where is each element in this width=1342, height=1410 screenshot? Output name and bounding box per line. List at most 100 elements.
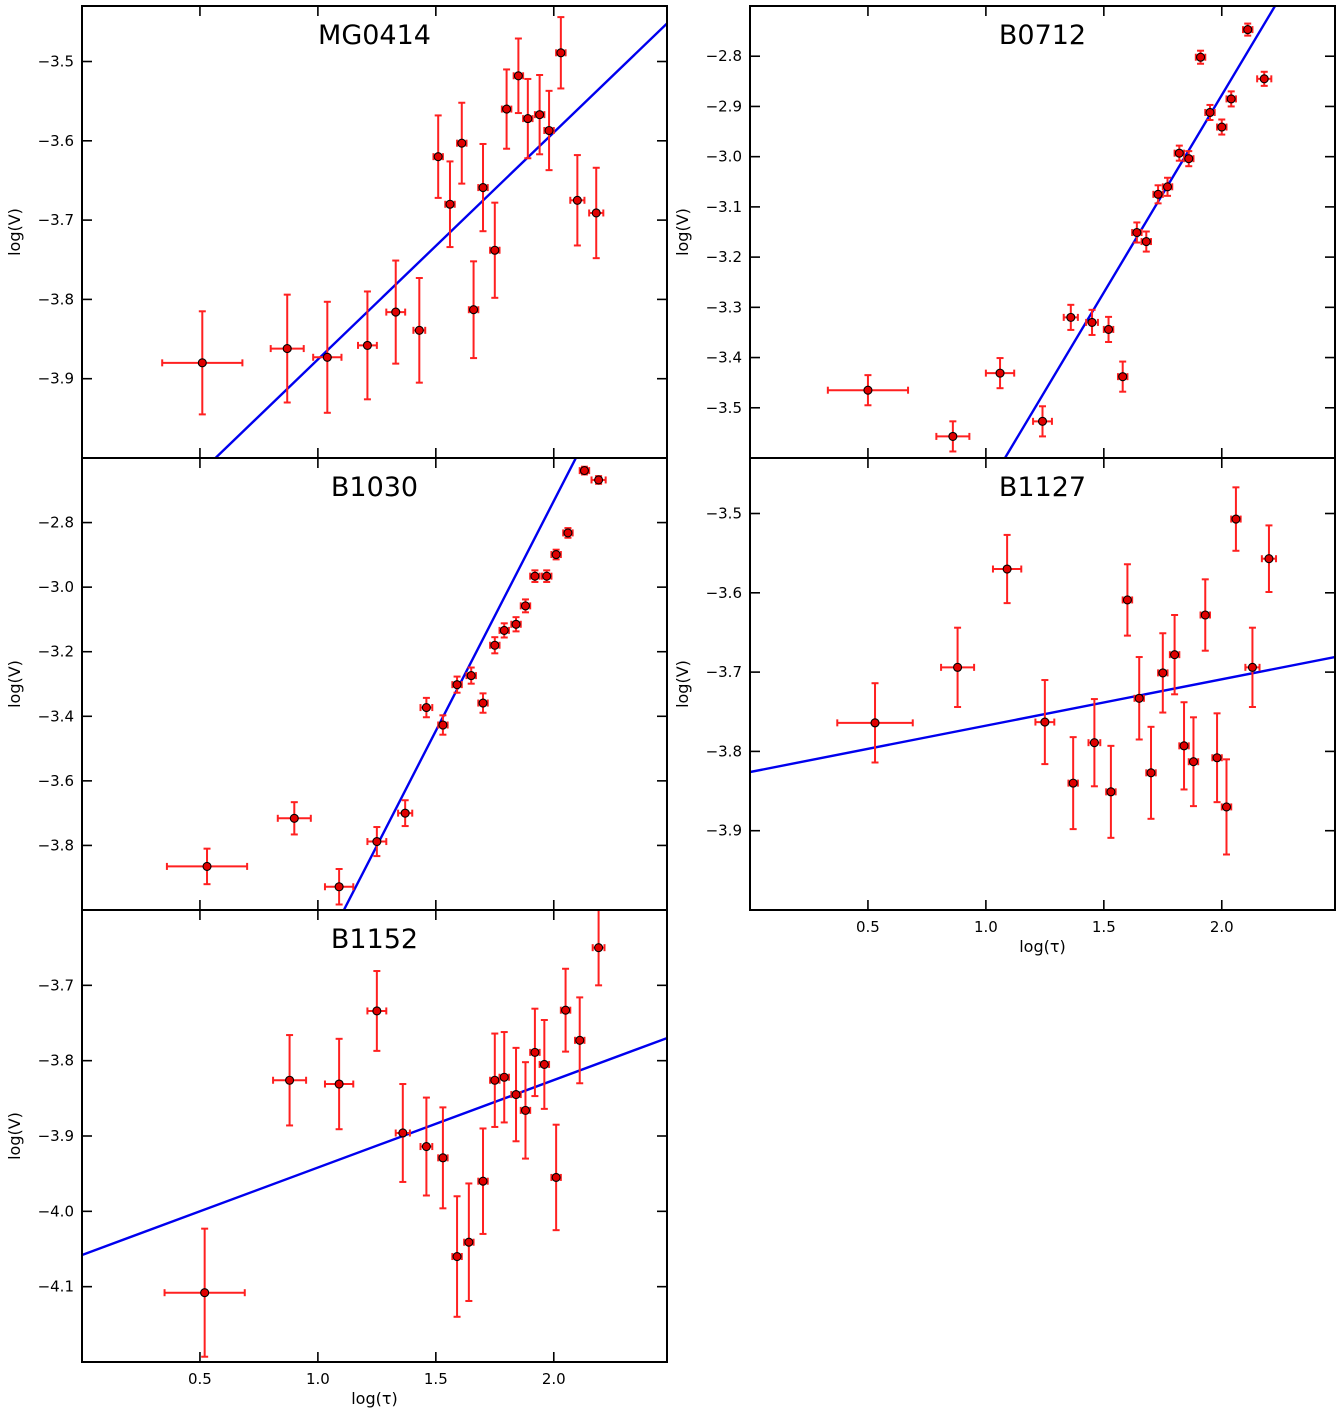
data-point bbox=[863, 385, 873, 395]
data-point bbox=[1170, 650, 1180, 660]
data-point bbox=[556, 48, 566, 58]
data-point bbox=[594, 475, 604, 485]
data-point bbox=[452, 680, 462, 690]
fit-line bbox=[342, 458, 578, 910]
y-tick-label: −4.1 bbox=[38, 1278, 74, 1296]
x-tick-label: 2.0 bbox=[1210, 918, 1234, 936]
data-point bbox=[391, 307, 401, 317]
y-tick-label: −3.4 bbox=[38, 707, 74, 725]
data-point bbox=[334, 882, 344, 892]
data-point bbox=[478, 1176, 488, 1186]
plot-area bbox=[826, 6, 1277, 458]
y-tick-label: −2.9 bbox=[706, 97, 742, 115]
data-point bbox=[1089, 738, 1099, 748]
data-point bbox=[1247, 662, 1257, 672]
axes-frame bbox=[749, 457, 1336, 911]
data-point bbox=[561, 1005, 571, 1015]
data-point bbox=[1153, 189, 1163, 199]
y-tick-label: −2.8 bbox=[38, 514, 74, 532]
x-axis-label: log(τ) bbox=[351, 1389, 398, 1408]
y-tick-label: −3.0 bbox=[706, 148, 742, 166]
data-point bbox=[334, 1079, 344, 1089]
data-point bbox=[433, 152, 443, 162]
data-point bbox=[591, 208, 601, 218]
data-point bbox=[530, 1047, 540, 1057]
data-point bbox=[285, 1075, 295, 1085]
data-point bbox=[1132, 227, 1142, 238]
data-point bbox=[457, 138, 467, 148]
data-point bbox=[953, 662, 963, 672]
data-point bbox=[1226, 94, 1236, 104]
data-point bbox=[1243, 25, 1253, 35]
y-tick-label: −3.2 bbox=[38, 643, 74, 661]
data-point bbox=[452, 1251, 462, 1262]
data-point bbox=[1259, 74, 1269, 84]
data-point bbox=[322, 352, 332, 362]
plot-area bbox=[165, 458, 607, 910]
data-point bbox=[575, 1035, 585, 1045]
y-tick-label: −4.0 bbox=[38, 1202, 74, 1220]
data-point bbox=[1037, 416, 1048, 426]
data-point bbox=[478, 183, 488, 193]
data-point bbox=[200, 1288, 210, 1298]
data-point bbox=[421, 1141, 431, 1152]
data-point bbox=[362, 340, 372, 350]
data-point bbox=[1158, 668, 1168, 678]
y-tick-label: −3.7 bbox=[38, 976, 74, 994]
data-point bbox=[1179, 741, 1189, 751]
data-point bbox=[511, 619, 521, 629]
data-point bbox=[1040, 717, 1050, 727]
y-tick-label: −3.3 bbox=[706, 298, 742, 316]
data-point bbox=[1264, 554, 1274, 564]
data-point bbox=[1195, 52, 1206, 62]
data-point bbox=[1141, 236, 1151, 247]
plot-area bbox=[82, 910, 667, 1358]
data-point bbox=[513, 71, 523, 81]
y-tick-label: −3.8 bbox=[706, 742, 742, 760]
data-point bbox=[594, 943, 604, 953]
data-point bbox=[551, 549, 561, 560]
plot-area bbox=[750, 486, 1335, 856]
y-tick-label: −3.8 bbox=[38, 836, 74, 854]
data-point bbox=[1103, 324, 1114, 334]
data-point bbox=[870, 718, 880, 728]
data-point bbox=[579, 466, 589, 476]
y-tick-label: −3.9 bbox=[38, 370, 74, 388]
data-point bbox=[421, 703, 431, 713]
plot-area bbox=[161, 16, 667, 458]
x-tick-label: 1.5 bbox=[1092, 918, 1116, 936]
data-point bbox=[551, 1172, 561, 1182]
y-tick-label: −3.7 bbox=[706, 663, 742, 681]
error-bar bbox=[498, 622, 510, 639]
y-tick-label: −3.8 bbox=[38, 1052, 74, 1070]
data-point bbox=[1212, 753, 1222, 763]
data-point bbox=[478, 698, 488, 708]
data-point bbox=[995, 368, 1005, 378]
panel-title: B1152 bbox=[331, 924, 418, 955]
data-point bbox=[490, 640, 500, 650]
data-point bbox=[511, 1090, 521, 1100]
y-tick-label: −3.5 bbox=[38, 53, 74, 71]
fit-line bbox=[1003, 6, 1277, 458]
data-point bbox=[563, 528, 573, 538]
x-tick-label: 0.5 bbox=[188, 1370, 212, 1388]
panel-b1030: −3.8 −3.6 −3.4 −3.2 −3.0 −2.8 B1030 log(V) bbox=[5, 457, 668, 911]
y-tick-label: −3.2 bbox=[706, 248, 742, 266]
y-tick-label: −3.0 bbox=[38, 578, 74, 596]
x-tick-label: 1.5 bbox=[424, 1370, 448, 1388]
data-point bbox=[1200, 610, 1210, 620]
fit-line bbox=[213, 22, 667, 458]
y-tick-label: −3.6 bbox=[38, 132, 74, 150]
data-point bbox=[520, 1105, 531, 1115]
data-point bbox=[438, 720, 448, 730]
x-tick-label: 1.0 bbox=[306, 1370, 330, 1388]
x-axis-label: log(τ) bbox=[1019, 937, 1066, 956]
data-point bbox=[202, 861, 212, 871]
y-axis-label: log(V) bbox=[5, 1112, 24, 1160]
data-point bbox=[542, 571, 552, 581]
data-point bbox=[282, 344, 292, 354]
panel-b1127: 0.5 1.0 1.5 2.0 −3.9 −3.8 −3.7 −3.6 −3.5 B1127 log… bbox=[673, 457, 1336, 956]
data-point bbox=[535, 110, 545, 120]
data-point bbox=[499, 625, 509, 635]
panel-title: B1127 bbox=[999, 472, 1086, 503]
